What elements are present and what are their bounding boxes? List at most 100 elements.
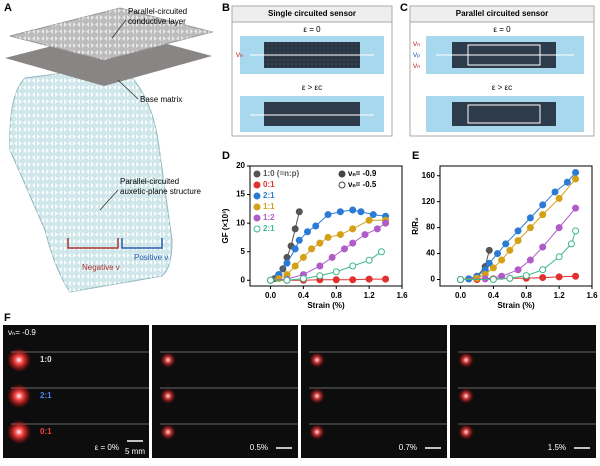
data-point [349,225,357,233]
data-point [332,276,340,284]
data-point [349,276,357,284]
legend-label: 0:1 [263,180,275,189]
data-point [349,239,357,247]
x-tick-label: 1.6 [586,291,598,300]
data-point [332,268,340,276]
data-point [316,272,324,280]
strain-label: ε > εc [302,83,322,92]
x-tick-label: 1.2 [364,291,376,300]
data-point [312,222,320,230]
data-point [304,228,312,236]
x-axis-label: Strain (%) [307,301,345,310]
data-point [291,262,299,270]
label: Positive ν [134,253,168,262]
panel-f: F ε = 0% 0.5% 0.7% 1.5% νₙ= -0.9 1:0 2:1 0:1 5 m… [3,312,596,458]
title-bar [231,5,393,23]
plot [457,168,580,284]
legend-label: 1:2 [263,213,275,222]
nu-label: νₙ [236,50,243,59]
sensor-core [264,102,360,126]
led-glow [160,424,176,440]
panel-letter: D [222,150,230,162]
data-point [526,214,534,222]
data-point [526,256,534,264]
data-point [539,243,547,251]
label: auxetic-plane structure [120,187,201,196]
data-point [514,237,522,245]
data-point [316,239,324,247]
label: Parallel-circuited [120,177,179,186]
y-axis-label: GF (×10³) [221,208,230,243]
data-point [377,248,385,256]
panel-c: C Parallel circuited sensor ε = 0 νₙ νₚ … [400,2,595,137]
data-point [494,250,502,258]
panel-letter: C [400,2,408,14]
data-point [572,227,580,235]
data-point [485,246,493,254]
data-point [267,276,275,284]
led-glow [7,420,31,444]
data-point [457,276,465,284]
data-point [489,264,497,272]
panel-letter: F [4,312,11,324]
data-point [514,266,522,274]
data-point [539,274,547,282]
data-point [555,253,563,261]
data-point [539,201,547,209]
led-glow [160,352,176,368]
data-point [572,168,580,176]
data-point [291,245,299,253]
strain-label: ε = 0 [303,25,321,34]
nu-label: νₚ [413,50,420,59]
data-point [498,256,506,264]
y-tick-label: 20 [236,161,245,170]
legend-label: 2:1 [263,191,275,200]
led-glow [7,348,31,372]
data-point [308,245,316,253]
led-glow [458,424,474,440]
photo-frame [152,325,298,458]
series-line [270,222,386,281]
auxetic-holes [9,66,172,292]
nu-label: νₙ [413,61,420,70]
chart: E 0.0 0.4 0.8 1.2 1.6 0 40 80 120 160 Strain (%) R/R… [411,150,598,310]
data-point [336,231,344,239]
photo-frame [301,325,447,458]
led-glow [458,388,474,404]
data-point [283,276,291,284]
pointer [111,19,127,39]
panel-a: A Parallel-circuited conductive layer Ba… [4,2,214,293]
data-point [555,273,563,281]
led-glow [309,424,325,440]
data-point [365,256,373,264]
plot-frame [439,165,593,287]
legend-label: 1:1 [263,202,275,211]
y-tick-label: 80 [426,223,435,232]
data-point [373,225,381,233]
frame-label: ε = 0% [95,443,119,452]
data-point [295,208,303,216]
strain-label: ε = 0 [493,25,511,34]
data-point [526,224,534,232]
data-point [572,175,580,183]
data-point [349,262,357,270]
x-tick-label: 0.4 [298,291,310,300]
frame-label: 0.7% [399,443,417,452]
legend-marker [338,181,346,189]
data-point [357,208,365,216]
chart: D 0.0 0.4 0.8 1.2 1.6 0 5 10 15 20 Strain (%) GF (×1… [221,150,408,310]
data-point [328,253,336,261]
data-point [299,253,307,261]
y-tick-label: 10 [236,218,245,227]
data-point [324,211,332,219]
data-point [555,194,563,202]
strain-label: ε > εc [492,83,512,92]
data-point [506,246,514,254]
x-tick-label: 0.8 [331,291,343,300]
y-tick-label: 0 [241,275,246,284]
y-tick-label: 15 [236,190,245,199]
y-tick-label: 160 [422,171,436,180]
x-tick-label: 0.8 [521,291,533,300]
